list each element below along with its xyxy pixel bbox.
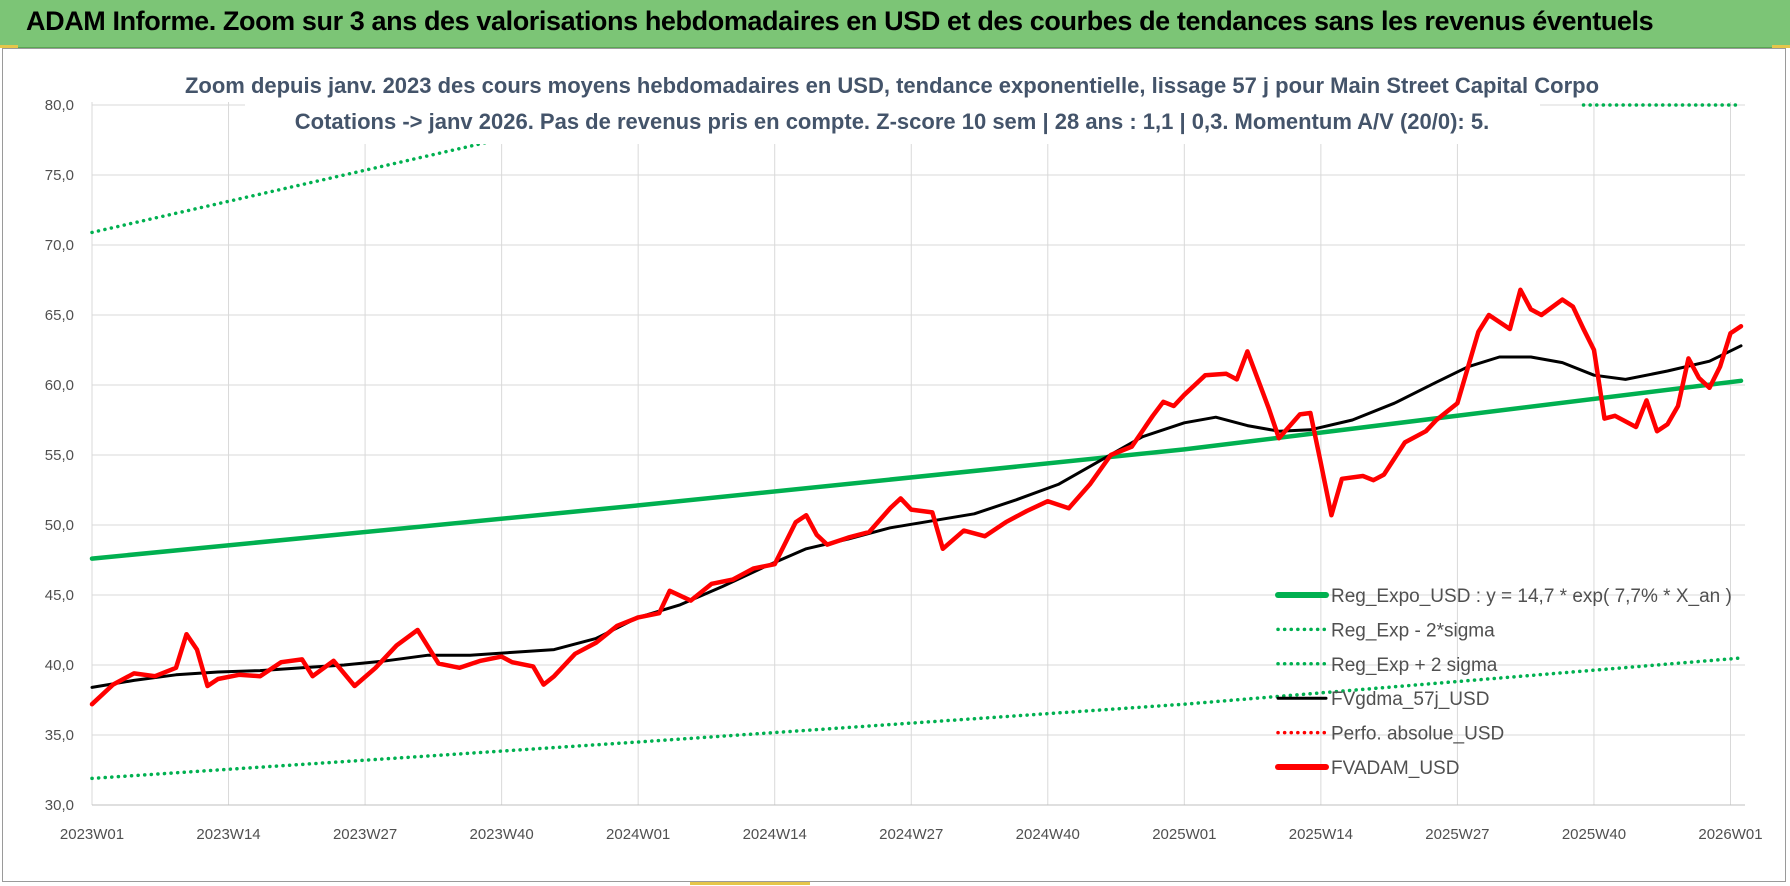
x-tick-label: 2023W01 — [60, 826, 124, 843]
x-tick-label: 2024W01 — [606, 826, 670, 843]
chart-subtitle-line-2: Cotations -> janv 2026. Pas de revenus p… — [295, 109, 1489, 134]
subtitle-background — [245, 66, 1540, 144]
y-tick-label: 70,0 — [45, 237, 74, 254]
bottom-accent — [690, 882, 810, 885]
series-line-reg-expo-usd-0 — [89, 378, 1744, 561]
x-axis-ticks: 2023W01 2023W14 2023W27 2023W40 2024W01 2024W… — [60, 826, 1763, 843]
x-tick-label: 2025W14 — [1289, 826, 1353, 843]
legend-label: Perfo. absolue_USD — [1331, 724, 1504, 745]
series-line-fvadam-usd-5 — [89, 287, 1744, 707]
x-tick-label: 2024W27 — [879, 826, 943, 843]
x-tick-label: 2023W40 — [470, 826, 534, 843]
x-tick-label: 2024W40 — [1016, 826, 1080, 843]
x-tick-label: 2025W01 — [1152, 826, 1216, 843]
series-line-reg-exp-1 — [90, 656, 1743, 781]
legend-label: FVgdma_57j_USD — [1331, 689, 1489, 710]
y-axis-ticks: 30,0 35,0 40,0 45,0 50,0 55,0 60,0 65,0 70,0 75,0… — [45, 97, 74, 814]
y-tick-label: 50,0 — [45, 517, 74, 534]
y-tick-label: 30,0 — [45, 797, 74, 814]
y-tick-label: 80,0 — [45, 97, 74, 114]
x-tick-label: 2023W27 — [333, 826, 397, 843]
y-tick-label: 40,0 — [45, 657, 74, 674]
x-tick-label: 2025W40 — [1562, 826, 1626, 843]
legend-label: FVADAM_USD — [1331, 758, 1459, 779]
x-tick-label: 2025W27 — [1425, 826, 1489, 843]
legend-label: Reg_Exp - 2*sigma — [1331, 620, 1495, 641]
page-title: ADAM Informe. Zoom sur 3 ans des valoris… — [26, 6, 1654, 36]
legend: Reg_Expo_USD : y = 14,7 * exp( 7,7% * X_… — [1275, 586, 1732, 779]
title-banner: ADAM Informe. Zoom sur 3 ans des valoris… — [0, 0, 1790, 48]
y-tick-label: 45,0 — [45, 587, 74, 604]
legend-label: Reg_Expo_USD : y = 14,7 * exp( 7,7% * X_… — [1331, 586, 1732, 607]
y-tick-label: 65,0 — [45, 307, 74, 324]
y-tick-label: 60,0 — [45, 377, 74, 394]
x-tick-label: 2026W01 — [1698, 826, 1762, 843]
chart-frame — [2, 48, 1786, 882]
y-tick-label: 55,0 — [45, 447, 74, 464]
legend-label: Reg_Exp + 2 sigma — [1331, 655, 1498, 676]
y-tick-label: 35,0 — [45, 727, 74, 744]
corner-accent-right — [1772, 45, 1790, 48]
series-line-fvgdma-57j-usd-3 — [90, 344, 1743, 689]
x-tick-label: 2023W14 — [196, 826, 260, 843]
grid-lines — [91, 102, 1745, 806]
y-tick-label: 75,0 — [45, 167, 74, 184]
x-tick-label: 2024W14 — [743, 826, 807, 843]
chart-subtitle-line-1: Zoom depuis janv. 2023 des cours moyens … — [185, 73, 1599, 98]
series-group — [89, 89, 1744, 781]
corner-accent-left — [0, 45, 18, 48]
